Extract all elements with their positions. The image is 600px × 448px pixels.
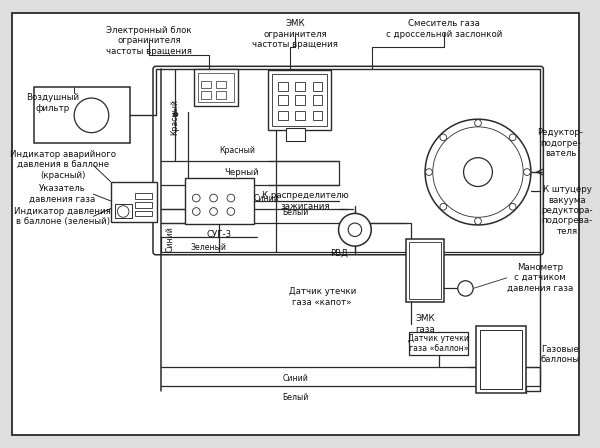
- Bar: [406, 239, 445, 302]
- Text: Синий: Синий: [254, 194, 280, 203]
- Text: Редуктор-
подогре-
ватель: Редуктор- подогре- ватель: [538, 128, 584, 158]
- Text: Манометр
с датчиком
давления газа: Манометр с датчиком давления газа: [507, 263, 573, 293]
- Circle shape: [338, 213, 371, 246]
- Text: К распределителю
зажигания: К распределителю зажигания: [262, 191, 349, 211]
- Bar: [286, 128, 305, 141]
- Bar: [313, 82, 322, 91]
- Text: Зеленый: Зеленый: [191, 243, 227, 252]
- Bar: [295, 95, 305, 105]
- Bar: [135, 202, 152, 208]
- Bar: [34, 87, 130, 143]
- Circle shape: [440, 134, 446, 141]
- Text: Черный: Черный: [224, 168, 259, 177]
- Circle shape: [524, 169, 530, 176]
- Bar: [409, 332, 469, 355]
- Circle shape: [509, 134, 516, 141]
- Bar: [198, 73, 234, 102]
- Bar: [201, 91, 211, 99]
- Bar: [278, 111, 287, 120]
- Bar: [409, 242, 442, 299]
- Text: Красный: Красный: [170, 99, 179, 135]
- Circle shape: [458, 281, 473, 296]
- Text: Воздушный
фильтр: Воздушный фильтр: [26, 93, 79, 112]
- Bar: [194, 69, 238, 106]
- Text: Смеситель газа
с дроссельной заслонкой: Смеситель газа с дроссельной заслонкой: [386, 19, 503, 39]
- Bar: [295, 82, 305, 91]
- Bar: [476, 326, 526, 393]
- Bar: [217, 81, 226, 88]
- Circle shape: [425, 119, 531, 225]
- Bar: [278, 82, 287, 91]
- Text: ЭМК
газа: ЭМК газа: [415, 314, 435, 334]
- Circle shape: [475, 120, 481, 126]
- Text: Электронный блок
ограничителя
частоты вращения: Электронный блок ограничителя частоты вр…: [106, 26, 192, 56]
- Text: Белый: Белый: [282, 208, 308, 217]
- Bar: [278, 95, 287, 105]
- Bar: [313, 111, 322, 120]
- Bar: [135, 211, 152, 216]
- Text: К штуцеру
вакуума
редуктора-
подогрева-
теля: К штуцеру вакуума редуктора- подогрева- …: [541, 185, 593, 236]
- Text: Красный: Красный: [220, 146, 256, 155]
- Bar: [217, 91, 226, 99]
- Text: СУГ-3: СУГ-3: [207, 230, 232, 239]
- Text: Синий: Синий: [166, 226, 175, 252]
- Text: Датчик утечки
газа «капот»: Датчик утечки газа «капот»: [289, 287, 356, 307]
- Bar: [110, 182, 157, 222]
- Bar: [295, 111, 305, 120]
- Bar: [135, 193, 152, 199]
- Text: Белый: Белый: [282, 393, 308, 402]
- Text: ЭМК
ограничителя
частоты вращения: ЭМК ограничителя частоты вращения: [253, 19, 338, 49]
- Circle shape: [475, 218, 481, 224]
- Circle shape: [440, 203, 446, 210]
- Bar: [480, 330, 522, 389]
- Text: РВД: РВД: [329, 249, 347, 258]
- Text: Индикатор аварийного
давления в баллоне
(красный): Индикатор аварийного давления в баллоне …: [10, 151, 116, 180]
- Text: Индикатор давления
в баллоне (зеленый): Индикатор давления в баллоне (зеленый): [14, 207, 111, 226]
- Bar: [201, 81, 211, 88]
- Text: Указатель
давления газа: Указатель давления газа: [29, 185, 96, 204]
- Bar: [268, 70, 331, 130]
- Bar: [272, 74, 327, 126]
- Bar: [115, 204, 132, 218]
- Text: Синий: Синий: [283, 374, 308, 383]
- Text: Газовые
баллоны: Газовые баллоны: [541, 345, 580, 365]
- Bar: [313, 95, 322, 105]
- Circle shape: [425, 169, 433, 176]
- Circle shape: [509, 203, 516, 210]
- Bar: [185, 178, 254, 224]
- Text: Датчик утечки
газа «баллон»: Датчик утечки газа «баллон»: [408, 333, 469, 353]
